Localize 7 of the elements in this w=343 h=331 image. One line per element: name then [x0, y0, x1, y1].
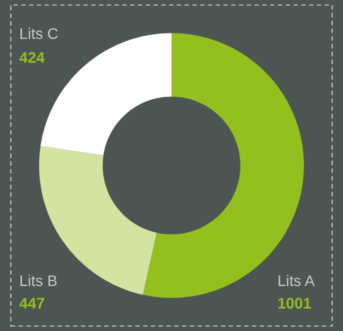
slice-label: Lits C [20, 28, 58, 40]
data-label: 424 [19, 52, 45, 63]
donut-slice [142, 33, 304, 298]
slice-label: Lits B [20, 274, 57, 286]
data-label: 447 [19, 298, 44, 308]
data-label: 1001 [278, 298, 311, 309]
slice-label: Lits A [278, 274, 315, 286]
